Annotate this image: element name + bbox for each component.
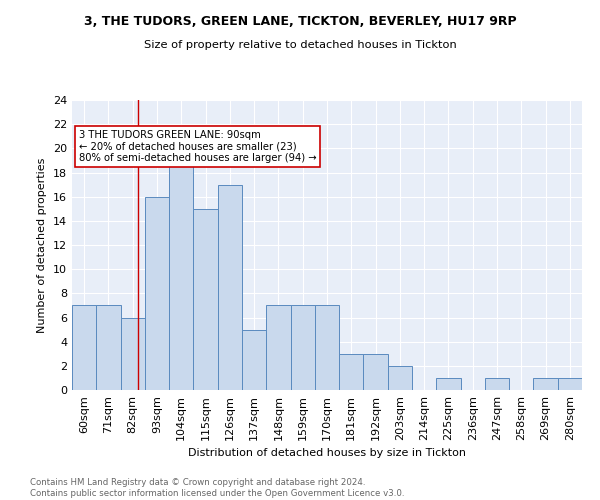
Bar: [558, 378, 582, 390]
Bar: [436, 378, 461, 390]
Y-axis label: Number of detached properties: Number of detached properties: [37, 158, 47, 332]
Bar: [145, 196, 169, 390]
Bar: [533, 378, 558, 390]
Text: Size of property relative to detached houses in Tickton: Size of property relative to detached ho…: [143, 40, 457, 50]
Text: 3 THE TUDORS GREEN LANE: 90sqm
← 20% of detached houses are smaller (23)
80% of : 3 THE TUDORS GREEN LANE: 90sqm ← 20% of …: [79, 130, 316, 164]
Bar: [121, 318, 145, 390]
Bar: [339, 354, 364, 390]
Bar: [266, 306, 290, 390]
Bar: [96, 306, 121, 390]
Text: Contains HM Land Registry data © Crown copyright and database right 2024.
Contai: Contains HM Land Registry data © Crown c…: [30, 478, 404, 498]
Bar: [218, 184, 242, 390]
Bar: [169, 160, 193, 390]
Bar: [388, 366, 412, 390]
Bar: [193, 209, 218, 390]
Bar: [315, 306, 339, 390]
Bar: [290, 306, 315, 390]
Bar: [485, 378, 509, 390]
Bar: [364, 354, 388, 390]
Bar: [242, 330, 266, 390]
Bar: [72, 306, 96, 390]
X-axis label: Distribution of detached houses by size in Tickton: Distribution of detached houses by size …: [188, 448, 466, 458]
Text: 3, THE TUDORS, GREEN LANE, TICKTON, BEVERLEY, HU17 9RP: 3, THE TUDORS, GREEN LANE, TICKTON, BEVE…: [83, 15, 517, 28]
